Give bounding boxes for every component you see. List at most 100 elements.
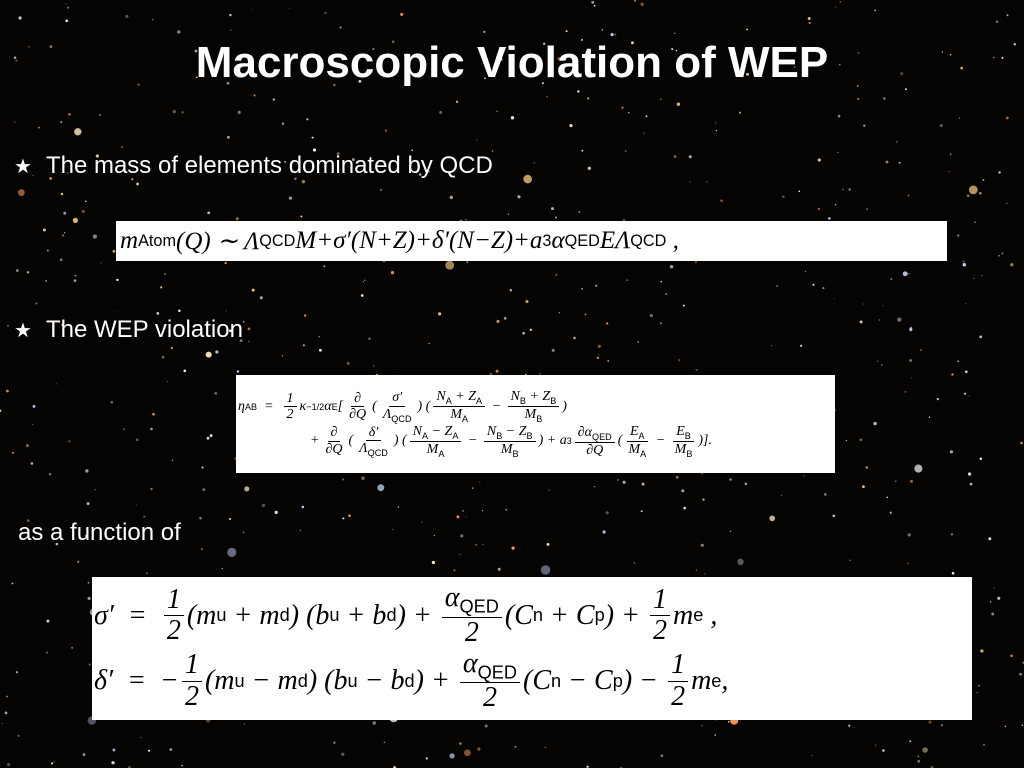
denominator: MB xyxy=(672,442,696,459)
subscript: u xyxy=(329,605,340,626)
star xyxy=(300,215,303,218)
star xyxy=(544,746,547,749)
star xyxy=(11,582,14,585)
star xyxy=(45,651,49,654)
star xyxy=(949,53,952,56)
star xyxy=(995,20,999,24)
star xyxy=(306,118,309,121)
star xyxy=(876,360,879,362)
star xyxy=(578,210,581,213)
star xyxy=(456,515,460,519)
star xyxy=(491,150,494,152)
star xyxy=(28,46,30,48)
star xyxy=(379,188,383,192)
math-text: 1 xyxy=(166,583,181,615)
star xyxy=(215,350,219,354)
star xyxy=(135,438,139,442)
star xyxy=(865,466,869,469)
star xyxy=(45,169,47,171)
star xyxy=(342,517,345,520)
numerator: αQED xyxy=(441,582,502,618)
star xyxy=(799,344,803,347)
star xyxy=(968,185,978,195)
subscript: d xyxy=(404,670,415,691)
star xyxy=(853,727,855,729)
star xyxy=(811,754,813,757)
star xyxy=(798,190,801,193)
star xyxy=(206,436,210,440)
star xyxy=(1010,263,1014,267)
star xyxy=(56,383,57,385)
star xyxy=(565,30,568,33)
star xyxy=(152,19,154,21)
math-text: (C xyxy=(504,599,533,631)
star xyxy=(770,344,773,347)
star xyxy=(675,476,679,479)
star xyxy=(694,260,698,264)
star xyxy=(147,749,151,752)
subscript: A xyxy=(422,430,429,441)
denominator: MA xyxy=(424,442,448,459)
star xyxy=(62,234,65,237)
star xyxy=(26,271,30,274)
subscript: A xyxy=(462,414,469,424)
star xyxy=(85,469,89,473)
star xyxy=(202,488,206,491)
star xyxy=(902,271,908,277)
star xyxy=(909,740,912,743)
star xyxy=(910,479,913,483)
star xyxy=(465,516,467,518)
star xyxy=(998,171,1001,174)
star xyxy=(136,504,138,506)
star xyxy=(372,365,375,367)
fraction: δ′ ΛQCD xyxy=(356,425,391,458)
star xyxy=(46,249,49,252)
star xyxy=(581,38,583,41)
math-text: M xyxy=(674,441,687,457)
subscript: B xyxy=(550,396,557,407)
star xyxy=(948,170,950,173)
star xyxy=(199,516,202,520)
math-text: − Z xyxy=(428,424,453,439)
star xyxy=(729,530,732,532)
star xyxy=(497,567,501,571)
star xyxy=(991,612,995,616)
star xyxy=(87,596,91,601)
star xyxy=(776,285,778,287)
math-text: + b xyxy=(339,599,387,631)
star xyxy=(88,663,91,666)
math-text: ) − xyxy=(622,665,666,697)
star xyxy=(496,319,500,323)
star xyxy=(32,175,34,177)
star xyxy=(886,496,889,499)
math-text: ) ( xyxy=(393,433,407,449)
slide-title: Macroscopic Violation of WEP xyxy=(195,38,829,87)
denominator: 2 xyxy=(650,615,670,647)
subscript: QED xyxy=(459,596,499,617)
star xyxy=(862,485,865,489)
star xyxy=(449,195,453,200)
star xyxy=(68,440,71,443)
star xyxy=(633,561,636,564)
star xyxy=(700,543,704,547)
star xyxy=(874,9,876,12)
star xyxy=(624,150,627,153)
math-text: EΛ xyxy=(599,227,631,254)
star xyxy=(593,4,596,7)
star xyxy=(641,482,645,486)
star xyxy=(224,262,227,265)
star xyxy=(495,369,499,373)
star xyxy=(978,685,980,687)
star xyxy=(573,336,576,340)
denominator: 2 xyxy=(284,407,297,422)
star xyxy=(775,51,778,53)
star xyxy=(484,724,488,728)
star xyxy=(392,528,394,531)
star xyxy=(533,161,536,164)
star xyxy=(445,260,455,270)
subscript: AB xyxy=(244,401,258,412)
star xyxy=(659,98,662,101)
star xyxy=(136,182,139,186)
star xyxy=(807,16,811,21)
subscript: n xyxy=(551,670,562,691)
